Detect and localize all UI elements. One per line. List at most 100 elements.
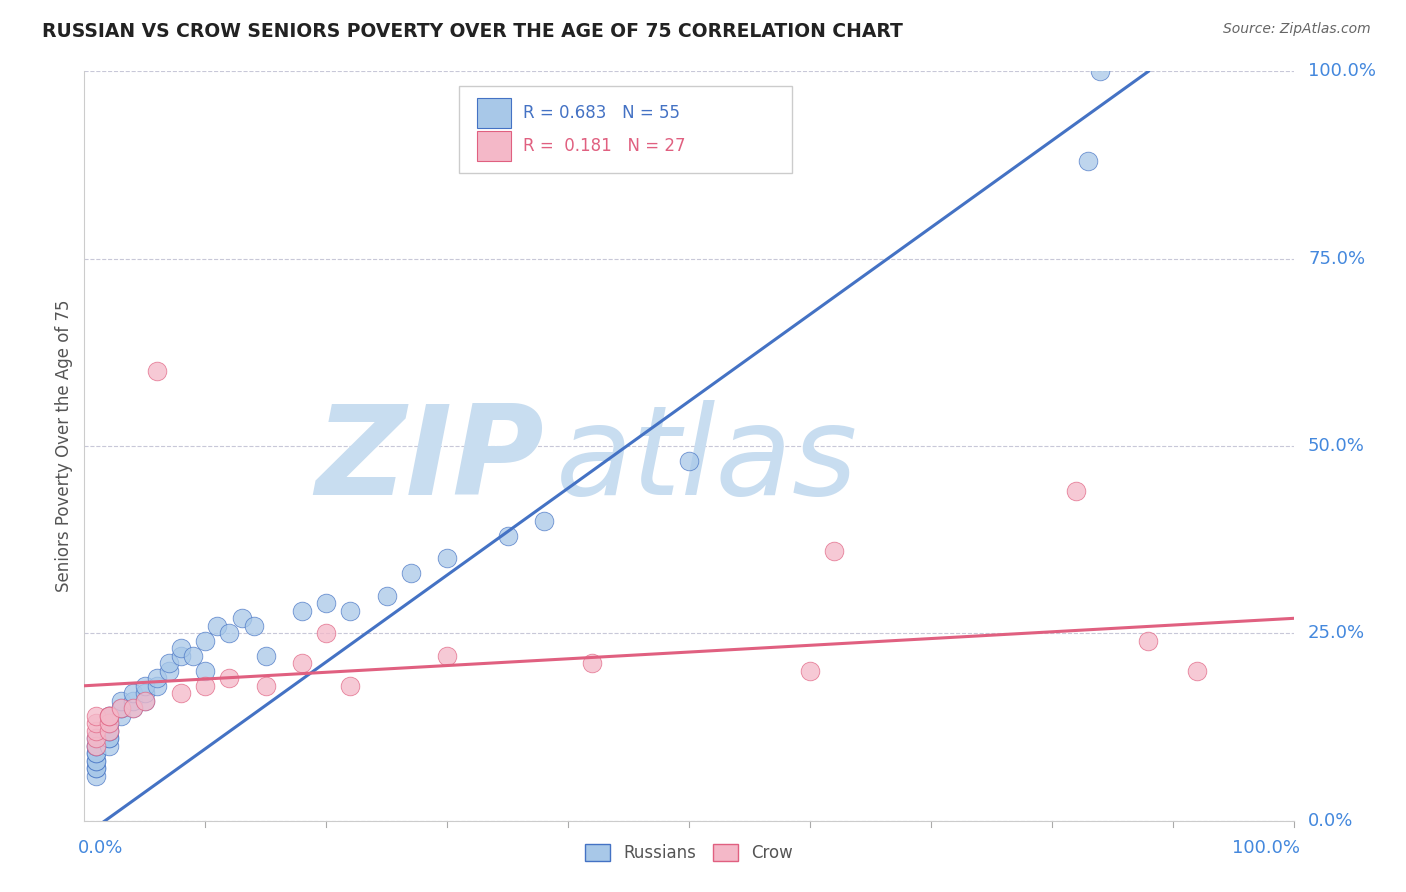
Point [134,694,156,708]
Point [823,544,845,558]
Point [181,648,204,663]
Point [254,679,277,693]
Text: 100.0%: 100.0% [1308,62,1376,80]
Point [436,648,458,663]
Point [436,551,458,566]
Point [339,679,361,693]
Bar [478,97,512,128]
Legend: Russians, Crow: Russians, Crow [578,837,800,869]
Point [97,731,120,746]
Point [242,619,264,633]
Point [170,686,193,700]
Point [97,716,120,731]
Point [231,611,253,625]
Point [678,454,700,468]
Point [86,754,108,768]
Point [97,708,120,723]
Point [86,708,108,723]
Point [339,604,361,618]
Text: 25.0%: 25.0% [1308,624,1365,642]
Text: 0.0%: 0.0% [1308,812,1354,830]
Point [97,708,120,723]
Point [110,701,132,715]
Point [86,739,108,753]
Text: R =  0.181   N = 27: R = 0.181 N = 27 [523,137,686,155]
Point [86,754,108,768]
Point [86,731,108,746]
Point [86,746,108,760]
Point [399,566,422,581]
Point [375,589,398,603]
Point [533,514,555,528]
Point [97,731,120,746]
Point [86,723,108,738]
Point [121,686,143,700]
Text: ZIP: ZIP [315,401,544,522]
Text: RUSSIAN VS CROW SENIORS POVERTY OVER THE AGE OF 75 CORRELATION CHART: RUSSIAN VS CROW SENIORS POVERTY OVER THE… [42,22,903,41]
Point [146,679,169,693]
Point [86,761,108,775]
Point [97,716,120,731]
Point [97,708,120,723]
Point [157,657,180,671]
Point [194,679,217,693]
Text: 75.0%: 75.0% [1308,250,1365,268]
Point [110,708,132,723]
Point [146,364,169,378]
Point [86,716,108,731]
Point [86,731,108,746]
Point [146,671,169,685]
Text: Source: ZipAtlas.com: Source: ZipAtlas.com [1223,22,1371,37]
Y-axis label: Seniors Poverty Over the Age of 75: Seniors Poverty Over the Age of 75 [55,300,73,592]
Point [581,657,603,671]
Point [1137,633,1160,648]
Point [157,664,180,678]
Point [86,739,108,753]
Point [97,739,120,753]
Point [86,769,108,783]
Point [194,664,217,678]
Text: R = 0.683   N = 55: R = 0.683 N = 55 [523,103,681,121]
Point [254,648,277,663]
Point [218,671,240,685]
Point [121,701,143,715]
Point [218,626,240,640]
Point [97,716,120,731]
Point [121,701,143,715]
Point [121,694,143,708]
Point [1185,664,1208,678]
Point [496,529,519,543]
Point [170,648,193,663]
Point [110,701,132,715]
Point [170,641,193,656]
FancyBboxPatch shape [460,87,792,172]
Text: 100.0%: 100.0% [1232,839,1299,857]
Point [97,723,120,738]
Point [194,633,217,648]
Point [207,619,229,633]
Point [134,694,156,708]
Text: 0.0%: 0.0% [79,839,124,857]
Point [97,723,120,738]
Point [1077,154,1099,169]
Point [134,679,156,693]
Point [86,746,108,760]
Point [110,701,132,715]
Point [291,604,314,618]
Point [97,723,120,738]
Point [1064,483,1087,498]
Point [86,739,108,753]
Point [1088,64,1111,78]
Point [799,664,821,678]
Bar [478,131,512,161]
Point [110,694,132,708]
Point [134,686,156,700]
Text: 50.0%: 50.0% [1308,437,1365,455]
Point [315,596,337,610]
Text: atlas: atlas [555,401,858,522]
Point [291,657,314,671]
Point [97,708,120,723]
Point [315,626,337,640]
Point [97,716,120,731]
Point [86,761,108,775]
